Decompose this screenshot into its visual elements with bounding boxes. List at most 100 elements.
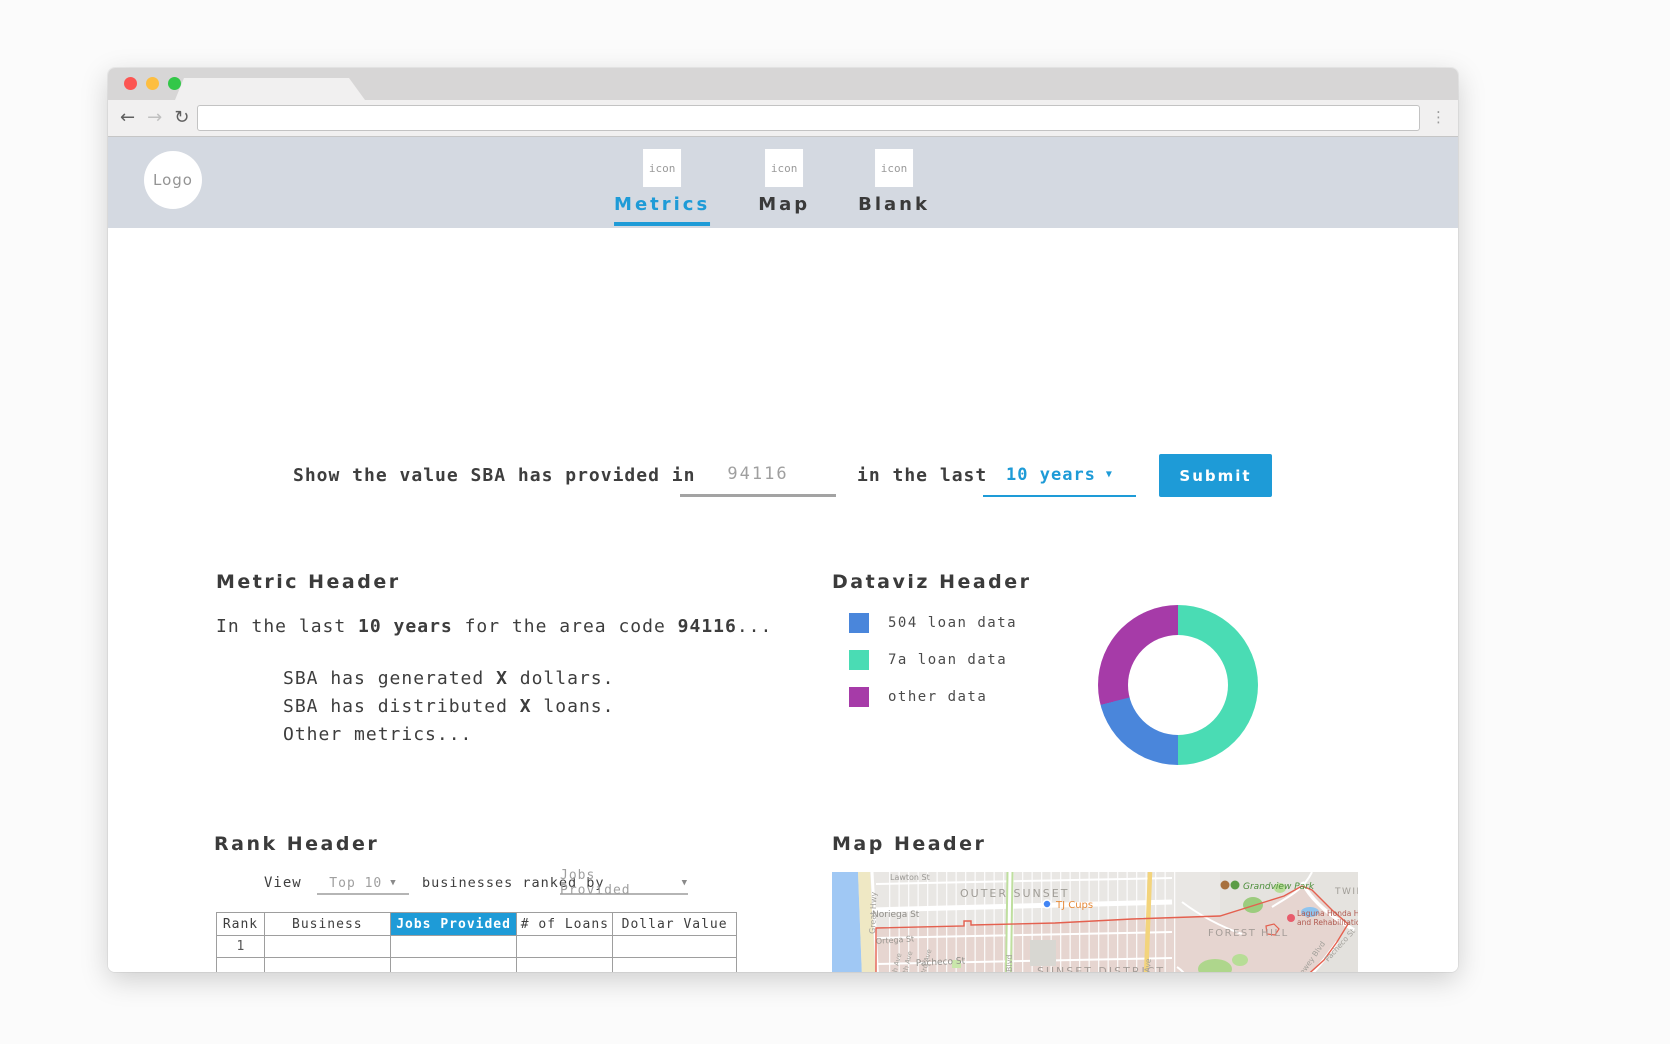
metric-line-dollars: SBA has generated X dollars. — [283, 668, 615, 689]
map-icon: icon — [765, 149, 804, 187]
url-bar[interactable] — [197, 105, 1420, 131]
browser-menu-icon[interactable]: ⋮ — [1431, 108, 1446, 126]
map-label: Noriega St — [872, 910, 920, 920]
map-label: Great Hwy — [868, 891, 878, 934]
table-row: 1 — [216, 935, 737, 958]
legend-item-7a: 7a loan data — [849, 650, 1017, 670]
map-label-poi[interactable]: Grandview Park — [1243, 882, 1315, 892]
table-cell — [263, 957, 391, 972]
legend-swatch-other — [849, 687, 869, 707]
forward-icon: → — [147, 107, 163, 128]
period-select[interactable]: 10 years ▼ — [983, 454, 1136, 497]
map-terrain-bottomright — [1310, 918, 1358, 972]
metric-line-loans: SBA has distributed X loans. — [283, 696, 615, 717]
table-cell — [263, 935, 391, 958]
table-cell — [516, 935, 614, 958]
top-n-select[interactable]: Top 10 ▼ — [317, 873, 409, 895]
legend-swatch-504 — [849, 613, 869, 633]
page-content: Show the value SBA has provided in in th… — [108, 228, 1458, 972]
table-cell — [516, 957, 614, 972]
close-window-icon[interactable] — [124, 77, 137, 90]
col-num-loans[interactable]: # of Loans — [516, 912, 614, 936]
rank-table-body: 1 — [216, 935, 737, 972]
intro-zip: 94116 — [677, 616, 737, 637]
intro-post: ... — [736, 616, 773, 637]
reload-icon[interactable]: ↻ — [174, 107, 190, 128]
grandview-park-icon[interactable] — [1230, 880, 1240, 890]
map-district-boundary — [875, 885, 1349, 972]
map-beach — [858, 872, 876, 972]
chart-legend: 504 loan data 7a loan data other data — [849, 613, 1017, 724]
browser-titlebar — [108, 68, 1458, 100]
zip-code-input[interactable] — [680, 454, 836, 497]
intro-years: 10 years — [358, 616, 453, 637]
nav-item-metrics[interactable]: icon Metrics — [614, 149, 711, 226]
nav-label-map: Map — [758, 194, 811, 215]
browser-toolbar: ← → ↻ ⋮ — [108, 100, 1458, 137]
map-label-poi[interactable]: TJ Cups — [1055, 900, 1093, 911]
map-image[interactable]: 1 Lawton St OUTER SUNSET Noriega St TJ C… — [832, 872, 1358, 972]
table-cell — [389, 935, 518, 958]
col-dollar-value[interactable]: Dollar Value — [612, 912, 737, 936]
metrics-icon: icon — [643, 149, 682, 187]
browser-tab[interactable] — [175, 78, 365, 100]
nav-label-metrics: Metrics — [614, 194, 711, 226]
back-icon[interactable]: ← — [120, 107, 136, 128]
legend-item-other: other data — [849, 687, 1017, 707]
map-road-noriega — [871, 899, 1173, 913]
logo[interactable]: Logo — [144, 151, 202, 209]
donut-chart — [1098, 605, 1258, 765]
metric-lines: SBA has generated X dollars. SBA has dis… — [283, 665, 614, 749]
view-label: View — [264, 875, 302, 891]
col-rank[interactable]: Rank — [216, 912, 265, 936]
map-ocean — [832, 872, 862, 972]
rank-header: Rank Header — [214, 833, 380, 855]
legend-item-504: 504 loan data — [849, 613, 1017, 633]
table-header-row: Rank Business Jobs Provided # of Loans D… — [216, 912, 737, 936]
nav-item-blank[interactable]: icon Blank — [858, 149, 930, 226]
legend-label-other: other data — [888, 689, 988, 705]
query-prompt: Show the value SBA has provided in — [293, 465, 696, 486]
ranked-by-select[interactable]: Jobs Provided ▼ — [560, 868, 688, 898]
col-business[interactable]: Business — [263, 912, 391, 936]
table-cell — [389, 957, 518, 972]
period-value: 10 years — [1006, 464, 1096, 485]
top-n-value: Top 10 — [329, 875, 383, 891]
tj-cups-marker-icon[interactable] — [1042, 899, 1052, 909]
table-row — [216, 957, 737, 972]
map-road-sunset-blvd — [1006, 872, 1012, 972]
maximize-window-icon[interactable] — [168, 77, 181, 90]
map-label-poi[interactable]: Laguna Honda Hosp — [1297, 909, 1358, 918]
dataviz-header: Dataviz Header — [832, 571, 1032, 593]
submit-button[interactable]: Submit — [1159, 454, 1272, 497]
laguna-honda-marker-icon[interactable] — [1287, 914, 1295, 922]
ranked-by-value: Jobs Provided — [560, 868, 631, 898]
map-label: TWIN — [1334, 887, 1358, 897]
metric-line-other: Other metrics... — [283, 724, 473, 745]
table-cell: 1 — [216, 935, 265, 958]
legend-label-7a: 7a loan data — [888, 652, 1008, 668]
map-label: OUTER SUNSET — [960, 887, 1069, 900]
grandview-poi-icon[interactable] — [1220, 880, 1230, 890]
nav-group: icon Metrics icon Map icon Blank — [614, 149, 930, 226]
map-label: 19th Ave — [1141, 958, 1153, 972]
chevron-down-icon: ▼ — [390, 878, 397, 888]
map-label: Lawton St — [890, 873, 930, 882]
minimize-window-icon[interactable] — [146, 77, 159, 90]
blank-icon: icon — [875, 149, 914, 187]
map-label: FOREST HILL — [1208, 928, 1289, 939]
map-boundary-fragment — [1265, 923, 1280, 936]
metric-header: Metric Header — [216, 571, 401, 593]
nav-item-map[interactable]: icon Map — [758, 149, 810, 226]
map-label: Sunset Blvd — [1005, 954, 1014, 972]
col-jobs-provided[interactable]: Jobs Provided — [389, 912, 518, 936]
rank-table: Rank Business Jobs Provided # of Loans D… — [216, 912, 737, 972]
legend-swatch-7a — [849, 650, 869, 670]
map-terrain-topright — [1220, 872, 1358, 924]
table-cell — [216, 957, 265, 972]
map-header: Map Header — [832, 833, 987, 855]
map-road-great-hwy — [870, 872, 879, 972]
rank-controls: View Top 10 ▼ businesses ranked by Jobs … — [108, 868, 1458, 898]
map-label-poi[interactable]: and Rehabilitation C — [1297, 918, 1358, 927]
ranked-by-label: businesses ranked by — [422, 875, 605, 891]
